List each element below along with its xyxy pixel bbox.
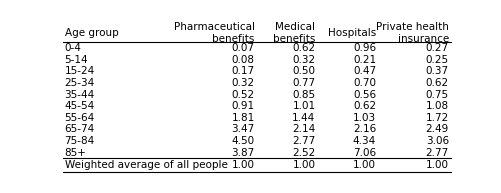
Text: 2.77: 2.77: [292, 136, 316, 146]
Text: 1.44: 1.44: [292, 113, 316, 123]
Text: 0.27: 0.27: [426, 43, 449, 53]
Text: 55-64: 55-64: [65, 113, 95, 123]
Text: 0.62: 0.62: [353, 101, 376, 111]
Text: 1.72: 1.72: [426, 113, 449, 123]
Text: 1.01: 1.01: [293, 101, 316, 111]
Text: 0.25: 0.25: [426, 55, 449, 65]
Text: 1.00: 1.00: [353, 160, 376, 170]
Text: 7.06: 7.06: [353, 148, 376, 158]
Text: 1.03: 1.03: [353, 113, 376, 123]
Text: 0.32: 0.32: [293, 55, 316, 65]
Text: Hospitals: Hospitals: [328, 28, 376, 38]
Text: 1.00: 1.00: [293, 160, 316, 170]
Text: 0.08: 0.08: [232, 55, 255, 65]
Text: 1.00: 1.00: [232, 160, 255, 170]
Text: 2.77: 2.77: [426, 148, 449, 158]
Text: 4.34: 4.34: [353, 136, 376, 146]
Text: 0.52: 0.52: [231, 90, 255, 100]
Text: 65-74: 65-74: [65, 124, 95, 134]
Text: Medical
benefits: Medical benefits: [273, 22, 316, 44]
Text: 0-4: 0-4: [65, 43, 82, 53]
Text: 35-44: 35-44: [65, 90, 95, 100]
Text: 5-14: 5-14: [65, 55, 88, 65]
Text: 0.91: 0.91: [231, 101, 255, 111]
Text: 0.37: 0.37: [426, 66, 449, 76]
Text: 1.08: 1.08: [426, 101, 449, 111]
Text: 0.85: 0.85: [293, 90, 316, 100]
Text: 0.70: 0.70: [353, 78, 376, 88]
Text: Private health
insurance: Private health insurance: [376, 22, 449, 44]
Text: 3.47: 3.47: [231, 124, 255, 134]
Text: 0.75: 0.75: [426, 90, 449, 100]
Text: 0.21: 0.21: [353, 55, 376, 65]
Text: 0.17: 0.17: [231, 66, 255, 76]
Text: 0.50: 0.50: [293, 66, 316, 76]
Text: 4.50: 4.50: [231, 136, 255, 146]
Text: 2.14: 2.14: [292, 124, 316, 134]
Text: 45-54: 45-54: [65, 101, 95, 111]
Text: 0.07: 0.07: [232, 43, 255, 53]
Text: 0.56: 0.56: [353, 90, 376, 100]
Text: 1.00: 1.00: [426, 160, 449, 170]
Text: 1.81: 1.81: [231, 113, 255, 123]
Text: 25-34: 25-34: [65, 78, 95, 88]
Text: 0.62: 0.62: [293, 43, 316, 53]
Text: 85+: 85+: [65, 148, 87, 158]
Text: Age group: Age group: [65, 28, 118, 38]
Text: 0.77: 0.77: [293, 78, 316, 88]
Text: 3.06: 3.06: [426, 136, 449, 146]
Text: 75-84: 75-84: [65, 136, 95, 146]
Text: 0.47: 0.47: [353, 66, 376, 76]
Text: 15-24: 15-24: [65, 66, 95, 76]
Text: Pharmaceutical
benefits: Pharmaceutical benefits: [174, 22, 255, 44]
Text: 0.62: 0.62: [426, 78, 449, 88]
Text: 0.96: 0.96: [353, 43, 376, 53]
Text: 3.87: 3.87: [231, 148, 255, 158]
Text: 2.52: 2.52: [292, 148, 316, 158]
Text: 0.32: 0.32: [231, 78, 255, 88]
Text: 2.16: 2.16: [353, 124, 376, 134]
Text: 2.49: 2.49: [426, 124, 449, 134]
Text: Weighted average of all people: Weighted average of all people: [65, 160, 227, 170]
